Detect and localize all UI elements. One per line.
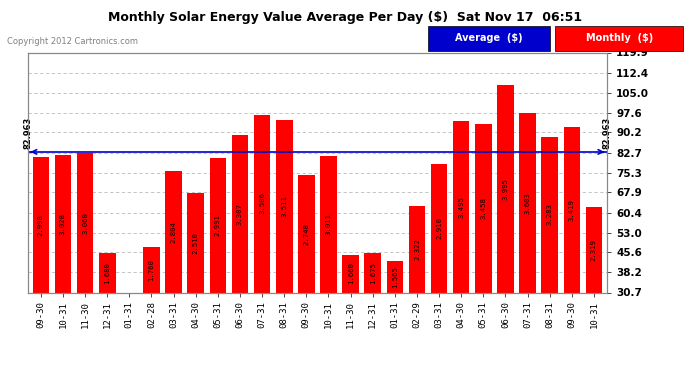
- Bar: [55, 155, 71, 375]
- Text: 3.495: 3.495: [458, 196, 464, 218]
- Text: 82.963: 82.963: [602, 117, 612, 149]
- Text: 1.565: 1.565: [392, 266, 398, 288]
- Bar: [475, 124, 491, 375]
- Text: 1.660: 1.660: [348, 262, 353, 285]
- Bar: [232, 135, 248, 375]
- FancyBboxPatch shape: [555, 26, 683, 51]
- Text: Copyright 2012 Cartronics.com: Copyright 2012 Cartronics.com: [7, 38, 138, 46]
- Text: 1.760: 1.760: [148, 259, 155, 281]
- Text: 82.963: 82.963: [23, 117, 32, 149]
- Bar: [276, 120, 293, 375]
- Bar: [564, 127, 580, 375]
- Text: 3.419: 3.419: [569, 199, 575, 220]
- Text: 1.680: 1.680: [104, 262, 110, 284]
- Text: 3.060: 3.060: [82, 212, 88, 234]
- Bar: [32, 157, 49, 375]
- Bar: [144, 247, 160, 375]
- Text: 2.910: 2.910: [436, 217, 442, 239]
- Text: 2.319: 2.319: [591, 238, 597, 261]
- Text: 1.675: 1.675: [370, 262, 376, 284]
- FancyBboxPatch shape: [428, 26, 551, 51]
- Text: 3.011: 3.011: [326, 213, 331, 236]
- Bar: [408, 206, 425, 375]
- Bar: [431, 164, 447, 375]
- Text: 2.748: 2.748: [304, 223, 309, 245]
- Bar: [497, 85, 514, 375]
- Bar: [342, 255, 359, 375]
- Text: 3.283: 3.283: [546, 204, 553, 225]
- Bar: [364, 254, 381, 375]
- Bar: [542, 136, 558, 375]
- Bar: [520, 113, 536, 375]
- Text: 3.511: 3.511: [282, 195, 287, 217]
- Text: 2.322: 2.322: [414, 238, 420, 260]
- Bar: [77, 153, 93, 375]
- Text: 2.991: 2.991: [215, 214, 221, 236]
- Text: 3.603: 3.603: [524, 192, 531, 214]
- Bar: [210, 158, 226, 375]
- Bar: [188, 193, 204, 375]
- Text: 3.458: 3.458: [480, 197, 486, 219]
- Text: 3.995: 3.995: [502, 178, 509, 200]
- Bar: [99, 253, 115, 375]
- Bar: [453, 121, 469, 375]
- Text: 2.804: 2.804: [170, 221, 177, 243]
- Bar: [121, 299, 138, 375]
- Text: Monthly Solar Energy Value Average Per Day ($)  Sat Nov 17  06:51: Monthly Solar Energy Value Average Per D…: [108, 11, 582, 24]
- Text: 3.307: 3.307: [237, 203, 243, 225]
- Text: 2.998: 2.998: [38, 214, 44, 236]
- Text: 2.510: 2.510: [193, 232, 199, 254]
- Text: 3.586: 3.586: [259, 193, 265, 214]
- Bar: [166, 171, 182, 375]
- Bar: [586, 207, 602, 375]
- Bar: [386, 261, 403, 375]
- Bar: [320, 156, 337, 375]
- Text: Monthly  ($): Monthly ($): [586, 33, 653, 44]
- Bar: [298, 176, 315, 375]
- Text: Average  ($): Average ($): [455, 33, 523, 44]
- Bar: [254, 115, 270, 375]
- Text: 3.028: 3.028: [60, 213, 66, 235]
